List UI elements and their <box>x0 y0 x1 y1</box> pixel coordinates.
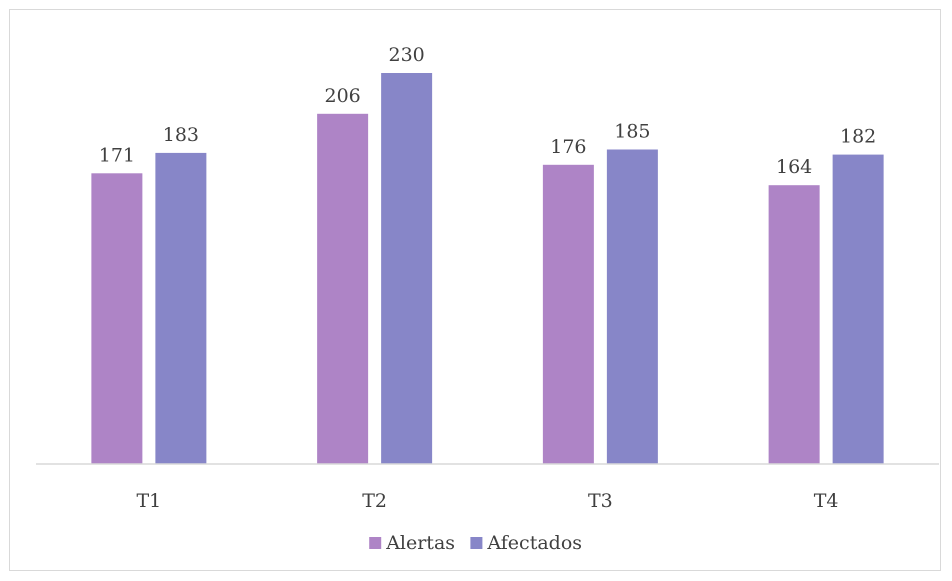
bar-alertas-t1 <box>91 173 143 465</box>
value-labels-layer: 171 183 206 230 176 185 164 182 <box>99 44 877 178</box>
category-label-t4: T4 <box>814 490 839 512</box>
bar-afectados-t3 <box>606 149 658 464</box>
legend: Alertas Afectados <box>369 532 582 554</box>
value-label-alertas-t4: 164 <box>776 156 812 178</box>
legend-swatch-afectados <box>470 537 483 549</box>
category-label-t3: T3 <box>588 490 613 512</box>
value-label-afectados-t4: 182 <box>840 126 876 148</box>
legend-label-afectados: Afectados <box>486 532 582 554</box>
category-label-t2: T2 <box>362 490 387 512</box>
value-label-afectados-t2: 230 <box>388 44 424 66</box>
bar-afectados-t1 <box>155 152 207 464</box>
value-label-alertas-t3: 176 <box>550 136 586 158</box>
bars-layer <box>91 73 884 465</box>
value-label-alertas-t2: 206 <box>324 85 360 107</box>
bar-alertas-t2 <box>317 113 369 465</box>
legend-swatch-alertas <box>369 537 382 549</box>
bar-afectados-t4 <box>832 154 884 464</box>
bar-alertas-t4 <box>768 185 820 464</box>
bar-alertas-t3 <box>542 164 594 465</box>
value-label-afectados-t3: 185 <box>614 121 650 143</box>
bar-afectados-t2 <box>381 73 433 464</box>
value-label-alertas-t1: 171 <box>99 144 135 166</box>
legend-label-alertas: Alertas <box>385 532 455 554</box>
category-label-t1: T1 <box>136 490 161 512</box>
category-labels-layer: T1 T2 T3 T4 <box>136 490 838 512</box>
value-label-afectados-t1: 183 <box>163 124 199 146</box>
